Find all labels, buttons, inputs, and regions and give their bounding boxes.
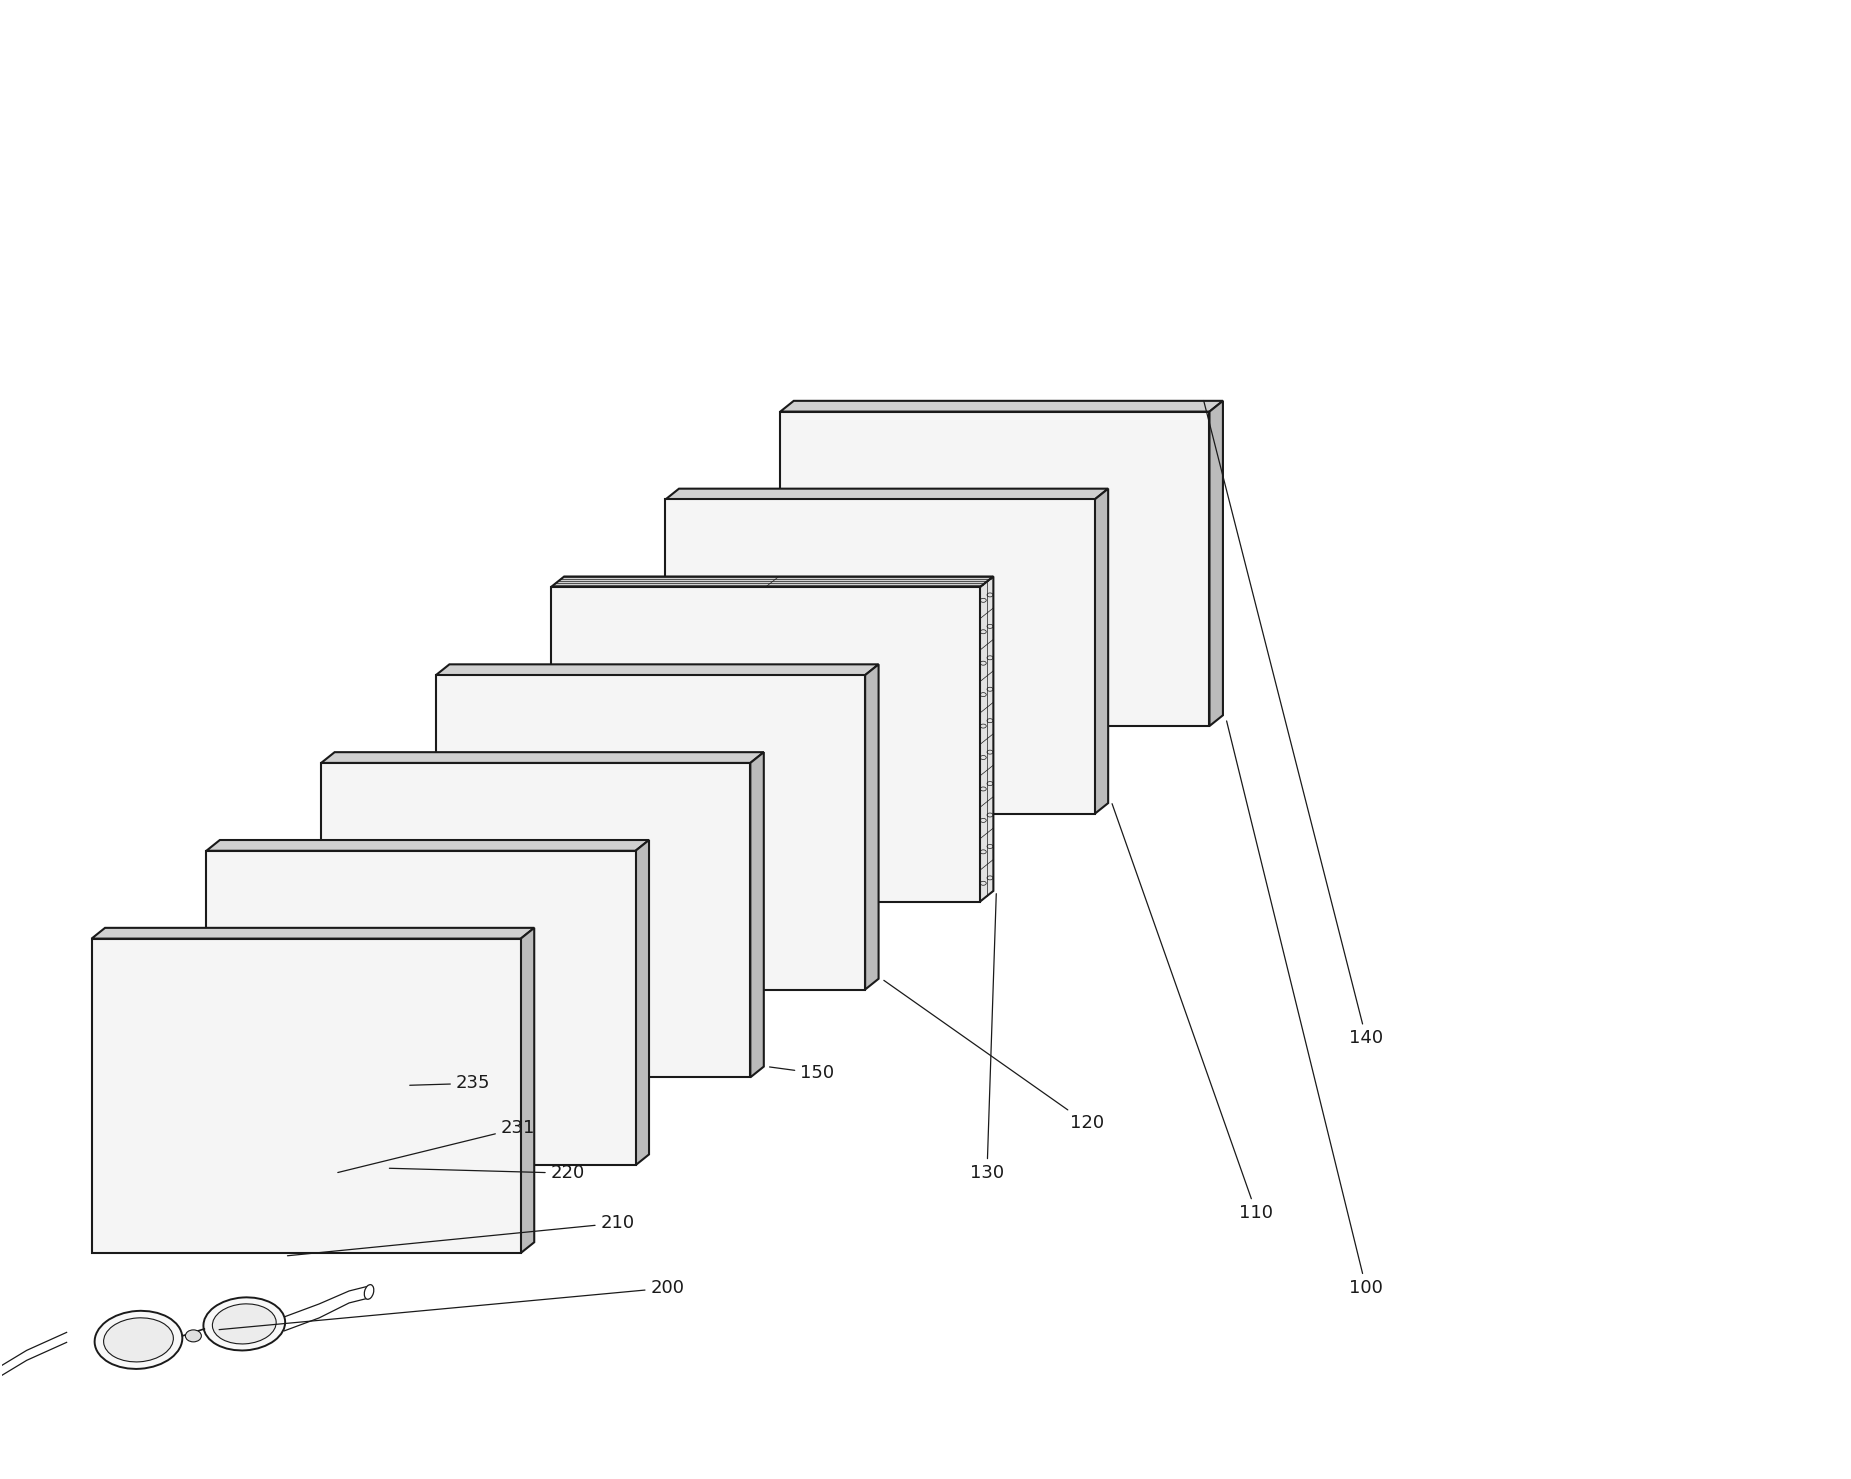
Text: 220: 220 [389,1164,585,1182]
Ellipse shape [94,1310,183,1370]
Text: 200: 200 [218,1279,685,1330]
Text: 100: 100 [1227,720,1383,1297]
Polygon shape [750,753,764,1077]
Text: 235: 235 [409,1074,491,1093]
Ellipse shape [213,1304,276,1344]
Polygon shape [91,939,520,1253]
Ellipse shape [185,1330,202,1341]
Polygon shape [781,401,1224,411]
Polygon shape [205,850,635,1165]
Text: 231: 231 [337,1120,535,1173]
Polygon shape [437,664,879,674]
Text: 130: 130 [970,893,1003,1182]
Text: 110: 110 [1112,803,1273,1222]
Polygon shape [520,927,535,1253]
Polygon shape [552,587,979,902]
Ellipse shape [365,1285,374,1299]
Polygon shape [437,674,864,989]
Polygon shape [205,840,650,850]
Polygon shape [320,763,750,1077]
Polygon shape [91,927,535,939]
Polygon shape [552,577,994,587]
Polygon shape [666,500,1094,813]
Polygon shape [320,753,764,763]
Polygon shape [1209,401,1224,726]
Polygon shape [864,664,879,989]
Text: 150: 150 [770,1065,835,1083]
Polygon shape [635,840,650,1165]
Text: 120: 120 [885,981,1103,1133]
Polygon shape [979,577,994,902]
Text: 210: 210 [287,1214,635,1256]
Text: 140: 140 [1203,401,1383,1047]
Ellipse shape [104,1318,174,1362]
Ellipse shape [204,1297,285,1350]
Polygon shape [666,488,1109,500]
Polygon shape [1094,488,1109,813]
Polygon shape [781,411,1209,726]
